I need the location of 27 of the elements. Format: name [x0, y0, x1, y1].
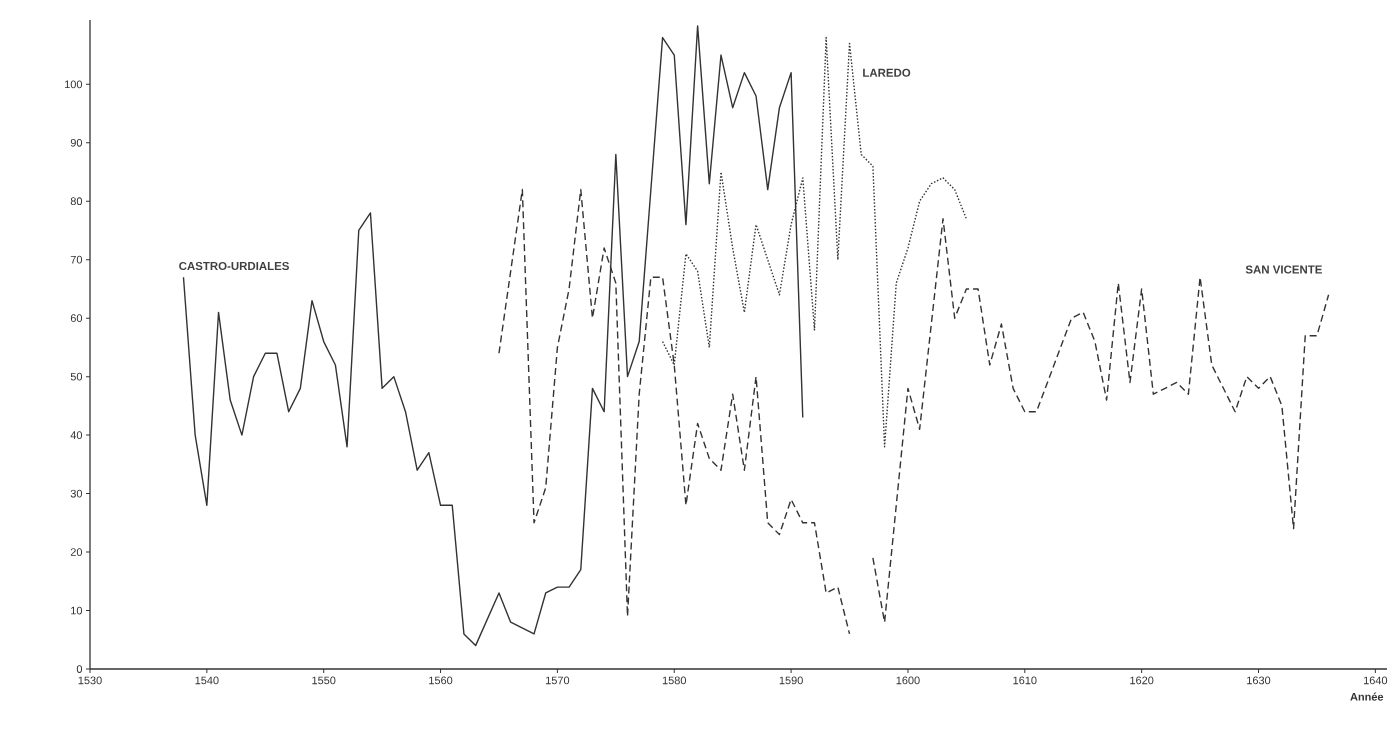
x-tick-label: 1540: [195, 676, 219, 685]
x-tick-label: 1620: [1130, 676, 1154, 685]
x-tick-label: 1610: [1013, 676, 1037, 685]
y-tick-label: 90: [70, 138, 83, 147]
y-tick-label: 70: [70, 255, 83, 264]
y-tick-label: 80: [70, 197, 83, 206]
y-tick-label: 30: [70, 489, 83, 498]
y-tick-label: 10: [71, 606, 83, 615]
series-label: SAN VICENTE: [1245, 265, 1322, 274]
y-tick-label: 40: [70, 431, 83, 439]
x-tick-label: 1560: [429, 676, 453, 685]
x-tick-label: 1630: [1247, 676, 1271, 685]
x-axis-title: Année: [1350, 692, 1384, 701]
x-tick-label: 1550: [312, 676, 336, 685]
x-tick-label: 1530: [78, 676, 102, 685]
x-tick-label: 1570: [546, 676, 570, 685]
x-tick-label: 1590: [779, 676, 803, 685]
y-tick-label: 100: [65, 80, 83, 89]
series-label: CASTRO-URDIALES: [179, 261, 289, 271]
x-tick-label: 1640: [1363, 676, 1388, 685]
x-tick-label: 1580: [662, 676, 686, 685]
y-tick-label: 0: [76, 665, 83, 673]
y-tick-label: 60: [70, 314, 83, 323]
series-label: LAREDO: [863, 68, 911, 77]
y-tick-label: 20: [70, 548, 83, 556]
y-tick-label: 50: [70, 372, 83, 381]
x-tick-label: 1600: [896, 676, 920, 685]
